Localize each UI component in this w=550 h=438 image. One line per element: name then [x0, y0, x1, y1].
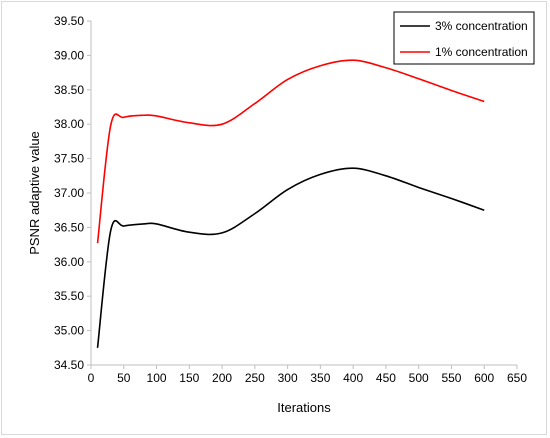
y-tick-label: 36.00 [54, 255, 84, 269]
y-tick-label: 35.00 [54, 324, 84, 338]
y-tick-label: 36.50 [54, 220, 84, 234]
y-tick-label: 39.00 [54, 48, 84, 62]
y-tick-label: 37.50 [54, 152, 84, 166]
legend-label-1pct: 1% concentration [435, 45, 528, 59]
y-tick-label: 38.00 [54, 117, 84, 131]
y-tick-label: 39.50 [54, 14, 84, 28]
x-tick-label: 200 [212, 371, 232, 385]
x-tick-label: 400 [343, 371, 363, 385]
x-tick-label: 350 [310, 371, 330, 385]
x-tick-label: 600 [474, 371, 494, 385]
series-line-1pct-concentration [96, 59, 485, 244]
legend: 3% concentration 1% concentration [393, 11, 535, 65]
x-tick-label: 300 [278, 371, 298, 385]
series-layer [96, 59, 485, 348]
y-tick-label: 34.50 [54, 358, 84, 372]
x-tick-label: 50 [117, 371, 131, 385]
y-axis-ticks: 34.50 35.00 35.50 36.00 36.50 37.00 37.50 38.00… [54, 14, 91, 372]
plot-area: 0 50 100 150 200 250 300 350 400 450 500 550 600 650 … [54, 14, 527, 385]
legend-label-3pct: 3% concentration [435, 19, 528, 33]
y-tick-label: 35.50 [54, 289, 84, 303]
y-tick-label: 38.50 [54, 83, 84, 97]
y-axis-title: PSNR adaptive value [27, 131, 42, 255]
x-tick-label: 100 [147, 371, 167, 385]
x-axis-ticks: 0 50 100 150 200 250 300 350 400 450 500 550 600 650 [88, 365, 527, 385]
x-tick-label: 150 [179, 371, 199, 385]
x-tick-label: 550 [441, 371, 461, 385]
x-tick-label: 450 [376, 371, 396, 385]
series-line-3pct-concentration [96, 167, 485, 348]
y-tick-label: 37.00 [54, 186, 84, 200]
x-tick-label: 650 [507, 371, 527, 385]
legend-box [393, 11, 535, 65]
x-axis-title: Iterations [277, 400, 331, 415]
x-tick-label: 250 [245, 371, 265, 385]
x-tick-label: 0 [88, 371, 95, 385]
x-tick-label: 500 [409, 371, 429, 385]
